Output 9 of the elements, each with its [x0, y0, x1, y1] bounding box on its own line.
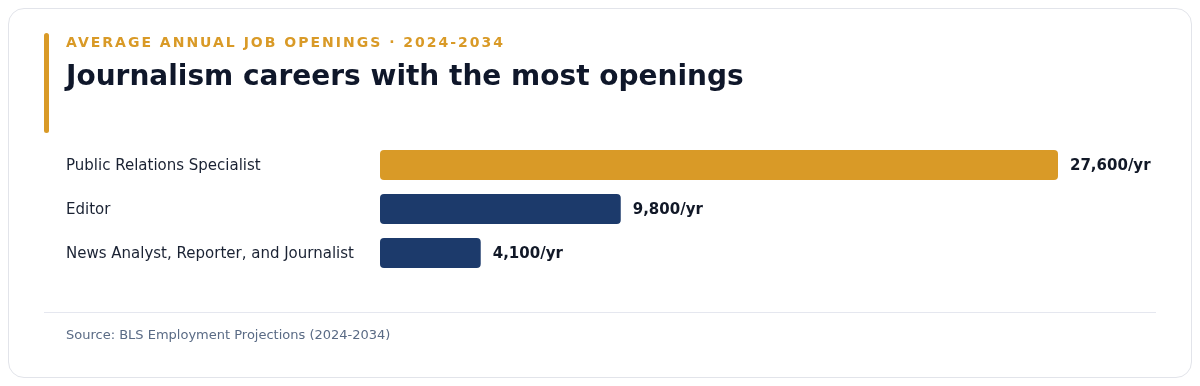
data-label: 4,100/yr	[492, 244, 564, 262]
data-label: 27,600/yr	[1070, 156, 1152, 174]
source-note: Source: BLS Employment Projections (2024-2034)	[66, 327, 391, 342]
data-label: 9,800/yr	[632, 200, 704, 218]
y-tick-label: Public Relations Specialist	[66, 156, 261, 174]
chart-subtitle: AVERAGE ANNUAL JOB OPENINGS · 2024-2034	[66, 34, 506, 50]
chart-title: Journalism careers with the most openings	[66, 59, 744, 92]
y-tick-label: Editor	[66, 200, 112, 218]
y-tick-label: News Analyst, Reporter, and Journalist	[66, 244, 355, 262]
